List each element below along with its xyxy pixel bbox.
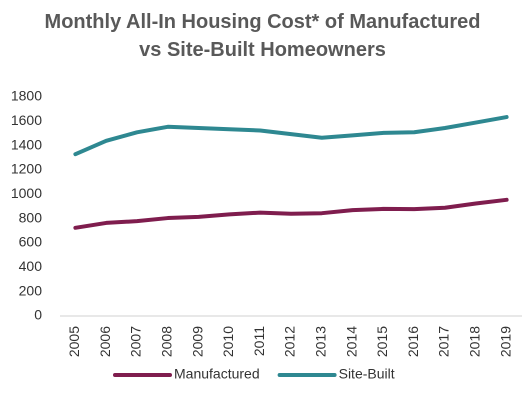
legend-label: Manufactured	[174, 366, 260, 382]
y-tick-label: 800	[19, 209, 43, 225]
x-tick-label: 2011	[251, 326, 267, 356]
x-tick-label: 2019	[497, 326, 513, 357]
x-tick-label: 2005	[66, 326, 82, 357]
x-tick-label: 2012	[282, 326, 298, 357]
y-tick-label: 400	[19, 258, 43, 274]
chart-title: Monthly All-In Housing Cost* of Manufact…	[44, 11, 481, 61]
y-tick-label: 0	[34, 307, 42, 323]
y-tick-label: 600	[19, 234, 43, 250]
x-tick-label: 2013	[313, 326, 329, 357]
x-tick-label: 2009	[189, 326, 205, 357]
y-tick-label: 1000	[11, 185, 42, 201]
x-tick-label: 2016	[405, 326, 421, 357]
y-tick-label: 1600	[11, 112, 42, 128]
y-tick-label: 200	[19, 282, 43, 298]
y-tick-label: 1400	[11, 136, 42, 152]
x-tick-label: 2014	[343, 326, 359, 357]
x-tick-label: 2010	[220, 326, 236, 357]
y-tick-label: 1200	[11, 161, 42, 177]
legend-label: Site-Built	[339, 366, 395, 382]
x-tick-label: 2018	[467, 326, 483, 357]
x-tick-label: 2006	[97, 326, 113, 357]
x-tick-label: 2007	[128, 326, 144, 357]
line-series	[73, 115, 509, 157]
y-tick-label: 1800	[11, 88, 42, 104]
x-tick-label: 2008	[159, 326, 175, 357]
line-series	[73, 197, 509, 230]
x-tick-label: 2015	[374, 326, 390, 357]
x-tick-label: 2017	[436, 326, 452, 357]
